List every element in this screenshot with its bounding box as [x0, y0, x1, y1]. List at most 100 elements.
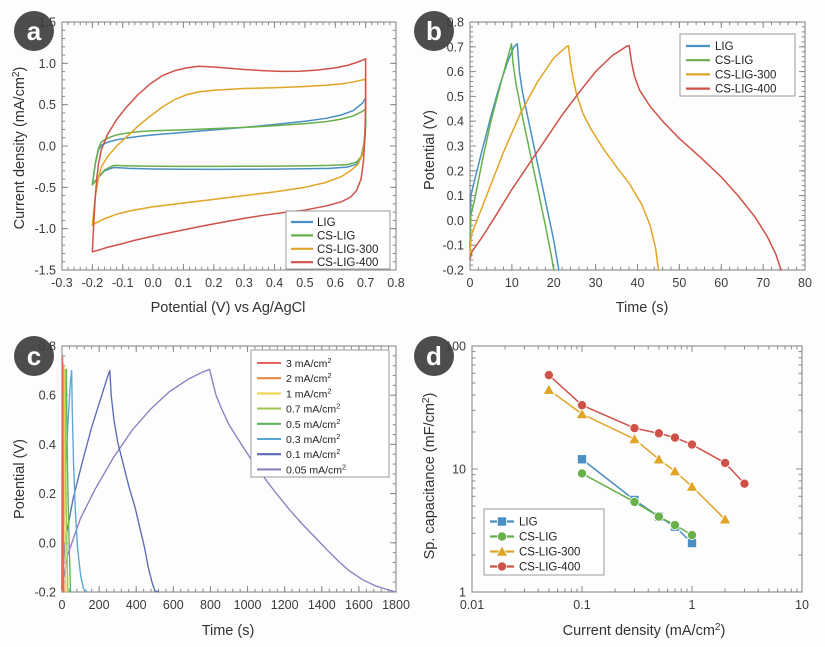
x-tick-label: 70 [756, 276, 770, 290]
y-tick-label: 0.1 [447, 189, 464, 203]
x-tick-label: 10 [795, 598, 809, 612]
y-tick-label: -0.5 [34, 181, 56, 195]
panel-d-plot: d 0.01 0.1 1 10 1 10 100 LIG CS-LIG CS-LIG-300 CS… [414, 336, 809, 640]
y-tick-label: -1.5 [34, 264, 56, 278]
data-point-cs-lig-300 [668, 464, 682, 477]
panel-c-badge: c [14, 336, 54, 376]
legend-label-cs-lig-300: CS-LIG-300 [317, 244, 378, 256]
y-tick-label: 0.8 [39, 340, 56, 354]
panel-a-badge-label: a [27, 16, 42, 46]
curve-cs-lig-300 [91, 78, 367, 227]
y-tick-label: 0.8 [447, 16, 464, 30]
x-tick-label: 30 [589, 276, 603, 290]
panel-b-curves [469, 43, 782, 271]
x-tick-label: 20 [547, 276, 561, 290]
y-tick-label: -0.1 [442, 239, 464, 253]
legend-label-0p05: 0.05 mA/cm2 [286, 462, 346, 477]
panel-b-badge: b [414, 11, 454, 51]
y-tick-label: 0.2 [39, 487, 56, 501]
x-tick-label: 0.1 [175, 276, 192, 290]
panel-b-xaxis-label: Time (s) [616, 300, 669, 316]
panel-d-axes: 0.01 0.1 1 10 1 10 100 [445, 340, 809, 613]
panel-d-xaxis-label: Current density (mA/cm2) [563, 622, 726, 640]
x-tick-label: 80 [798, 276, 812, 290]
x-tick-label: 400 [126, 598, 147, 612]
panel-a-badge: a [14, 11, 54, 51]
x-tick-label: 10 [505, 276, 519, 290]
legend-label-0p1: 0.1 mA/cm2 [286, 447, 340, 462]
data-point-cs-lig [653, 511, 664, 522]
legend-label-cs-lig-400: CS-LIG-400 [317, 257, 378, 269]
data-point-lig [576, 454, 587, 465]
data-point-cs-lig-400 [576, 400, 587, 411]
panel-b-plot: b 0 10 20 30 40 50 60 70 80-0.2-0.10.00.10.20.30… [414, 11, 812, 316]
y-tick-label: 0.5 [447, 90, 464, 104]
x-tick-label: 0.7 [357, 276, 374, 290]
data-point-cs-lig-300 [652, 452, 666, 465]
y-tick-label: 100 [445, 340, 466, 354]
curve-cs-lig [469, 43, 555, 271]
panel-c-yaxis-label: Potential (V) [12, 439, 28, 519]
y-tick-label: 0.0 [447, 214, 464, 228]
y-tick-label: 0.4 [39, 438, 56, 452]
panel-b: b 0 10 20 30 40 50 60 70 80 -0.2 -0.1 0.0 0.1 0.2 0.3 0… [412, 0, 825, 324]
curve-cs-lig [91, 108, 367, 186]
x-tick-label: 1600 [345, 598, 373, 612]
legend-box [285, 210, 391, 270]
panel-c-curves [61, 356, 397, 593]
legend-label-cs-lig-300: CS-LIG-300 [519, 547, 580, 559]
y-tick-label: 1.5 [39, 16, 56, 30]
data-point-cs-lig-300 [628, 432, 641, 445]
legend-label-3: 3 mA/cm2 [286, 356, 332, 371]
x-tick-label: 0.8 [387, 276, 404, 290]
legend-label-cs-lig-400: CS-LIG-400 [715, 84, 776, 96]
data-point-cs-lig [669, 520, 680, 531]
legend-label-1: 1 mA/cm2 [286, 386, 332, 401]
panel-a-axes: -0.3 -0.2 -0.1 0.0 0.1 0.2 0.3 0.4 0.5 0.6 0.7 0.8 -… [34, 16, 404, 291]
data-point-cs-lig-400 [720, 457, 731, 468]
y-tick-label: 0.5 [39, 98, 56, 112]
y-tick-label: 0.7 [447, 40, 464, 54]
curve-0p1-ma [61, 369, 160, 593]
x-tick-label: 1800 [382, 598, 410, 612]
panel-d: d 0.01 0.1 1 10 1 10 100 LIG CS-LIG CS-LIG-300 CS… [412, 324, 825, 647]
legend-box [250, 349, 390, 478]
x-tick-label: 1200 [271, 598, 299, 612]
legend-label-cs-lig-400: CS-LIG-400 [519, 562, 580, 574]
y-tick-label: 1 [459, 586, 466, 600]
legend-label-lig: LIG [519, 517, 538, 529]
panel-d-curves [542, 370, 750, 549]
panel-c-plot: c 0 200 400 600 800 1000 1200 1400 1600 1800 -0.2 0… [12, 336, 410, 639]
curve-lig [91, 97, 367, 185]
y-tick-label: 0.4 [447, 115, 464, 129]
data-point-cs-lig-400 [543, 370, 554, 381]
panel-a-yaxis-label: Current density (mA/cm2) [11, 67, 29, 230]
curve-cs-lig-400 [91, 58, 367, 253]
x-tick-label: 50 [672, 276, 686, 290]
panel-d-yaxis-label: Sp. capacitance (mF/cm2) [421, 393, 439, 560]
data-point-cs-lig-400 [739, 478, 750, 489]
y-tick-label: -1.0 [34, 222, 56, 236]
y-tick-label: 0.3 [447, 140, 464, 154]
x-tick-label: 0.1 [573, 598, 590, 612]
panel-a-curves [91, 58, 367, 253]
x-tick-label: 0 [467, 276, 474, 290]
y-tick-label: 0.0 [39, 140, 56, 154]
legend-label-lig: LIG [715, 41, 734, 53]
legend-box [679, 33, 796, 97]
panel-b-badge-label: b [426, 16, 442, 46]
panel-c-xaxis-label: Time (s) [202, 623, 255, 639]
data-point-cs-lig [686, 530, 697, 541]
legend-marker-cs-lig-400 [497, 561, 508, 572]
legend-label-2: 2 mA/cm2 [286, 371, 332, 386]
y-tick-label: 10 [452, 463, 466, 477]
y-tick-label: 1.0 [39, 57, 56, 71]
x-tick-label: 0.2 [205, 276, 222, 290]
x-tick-label: 1000 [234, 598, 262, 612]
legend-label-cs-lig: CS-LIG [519, 532, 557, 544]
y-tick-label: -0.2 [442, 264, 464, 278]
legend-label-cs-lig: CS-LIG [317, 230, 355, 242]
data-point-cs-lig-300 [685, 479, 699, 492]
curve-cs-lig-400 [548, 374, 746, 485]
